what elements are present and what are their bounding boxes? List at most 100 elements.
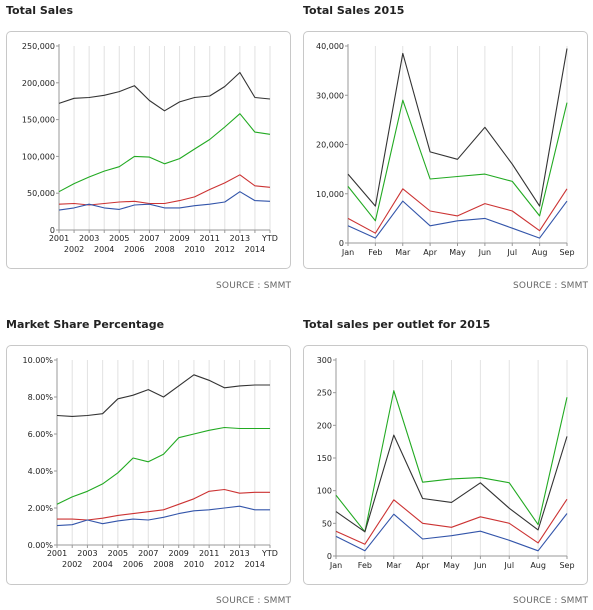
x-tick-label: 2013 — [229, 549, 249, 558]
x-tick-label: 2004 — [94, 245, 114, 254]
x-tick-label: 2007 — [138, 549, 158, 558]
chart-title-sales-per-outlet: Total sales per outlet for 2015 — [303, 318, 491, 331]
series-line-3 — [56, 505, 270, 527]
x-tick-label: YTD — [261, 549, 278, 558]
x-tick-label: YTD — [261, 234, 278, 243]
x-tick-label: 2005 — [108, 549, 128, 558]
x-tick-label: 2006 — [123, 560, 143, 569]
y-tick-label: 2.00% — [28, 504, 54, 513]
x-tick-label: Jan — [329, 561, 342, 570]
series-line-1 — [347, 99, 568, 222]
series-line-3 — [58, 191, 271, 211]
x-tick-label: 2003 — [79, 234, 99, 243]
chart-title-market-share: Market Share Percentage — [6, 318, 165, 331]
chart-panel-total-sales-2015: 0 10,000 20,000 30,000 40,000 Jan Feb Mar Apr May… — [303, 31, 588, 269]
x-tick-label: 2011 — [200, 234, 220, 243]
line-chart-sales-per-outlet: 0 50 100 150 200 250 300 Jan Feb Mar Apr May Jun Jul A… — [317, 356, 575, 570]
x-tick-label: 2011 — [199, 549, 219, 558]
series-line-0 — [58, 71, 271, 112]
x-tick-label: Jan — [341, 248, 354, 257]
y-tick-label: 8.00% — [28, 393, 54, 402]
y-tick-label: 200,000 — [22, 79, 55, 88]
x-tick-label: 2002 — [64, 245, 84, 254]
chart-title-total-sales-2015: Total Sales 2015 — [303, 4, 405, 17]
x-tick-label: Aug — [532, 248, 548, 257]
source-label: SOURCE : SMMT — [216, 281, 292, 291]
y-tick-label: 0 — [339, 239, 344, 248]
x-tick-label: Jun — [473, 561, 487, 570]
x-tick-label: 2001 — [49, 234, 69, 243]
x-tick-label: 2002 — [62, 560, 82, 569]
series-line-2 — [335, 498, 568, 545]
chart-title-total-sales: Total Sales — [6, 4, 74, 17]
x-tick-label: Feb — [358, 561, 372, 570]
y-tick-label: 10,000 — [316, 190, 344, 199]
x-tick-label: Aug — [530, 561, 546, 570]
x-tick-label: Apr — [423, 248, 438, 257]
x-tick-label: Mar — [395, 248, 411, 257]
chart-panel-sales-per-outlet: 0 50 100 150 200 250 300 Jan Feb Mar Apr May Jun Jul A… — [303, 345, 588, 585]
y-tick-label: 30,000 — [316, 91, 344, 100]
x-tick-label: Feb — [368, 248, 382, 257]
x-tick-label: 2010 — [184, 560, 204, 569]
line-chart-total-sales-2015: 0 10,000 20,000 30,000 40,000 Jan Feb Mar Apr May… — [316, 42, 575, 257]
y-tick-label: 4.00% — [28, 467, 54, 476]
line-chart-total-sales: 0 50,000 100,000 150,000 200,000 250,000 2001 2… — [22, 42, 278, 254]
series-line-2 — [347, 188, 568, 234]
y-tick-label: 10.00% — [22, 356, 53, 365]
y-tick-label: 0 — [50, 226, 55, 235]
x-tick-label: 2013 — [230, 234, 250, 243]
series-line-0 — [56, 374, 270, 417]
x-tick-label: 2009 — [169, 234, 189, 243]
x-tick-label: Mar — [386, 561, 402, 570]
source-label: SOURCE : SMMT — [216, 596, 292, 606]
x-tick-label: 2014 — [245, 245, 265, 254]
y-tick-label: 50,000 — [27, 189, 55, 198]
x-tick-label: Sep — [559, 561, 574, 570]
x-tick-label: Apr — [416, 561, 431, 570]
y-tick-label: 150,000 — [22, 116, 55, 125]
series-line-3 — [347, 200, 568, 239]
x-tick-label: 2008 — [153, 560, 173, 569]
x-tick-label: 2003 — [77, 549, 97, 558]
y-tick-label: 20,000 — [316, 141, 344, 150]
y-tick-label: 250,000 — [22, 42, 55, 51]
x-tick-label: Jul — [506, 248, 517, 257]
y-tick-label: 200 — [317, 421, 332, 430]
x-tick-label: May — [443, 561, 460, 570]
series-line-1 — [58, 113, 271, 193]
series-line-0 — [335, 390, 568, 533]
x-tick-label: 2014 — [245, 560, 265, 569]
series-line-1 — [335, 434, 568, 533]
series-line-0 — [347, 48, 568, 207]
x-tick-label: 2005 — [109, 234, 129, 243]
x-tick-label: 2008 — [154, 245, 174, 254]
y-tick-label: 6.00% — [28, 430, 54, 439]
x-tick-label: Sep — [559, 248, 574, 257]
y-tick-label: 300 — [317, 356, 332, 365]
y-tick-label: 0.00% — [28, 541, 54, 550]
source-label: SOURCE : SMMT — [513, 281, 589, 291]
y-tick-label: 100,000 — [22, 152, 55, 161]
line-chart-market-share: 0.00% 2.00% 4.00% 6.00% 8.00% 10.00% 2001 2002 2… — [22, 356, 278, 569]
x-tick-label: 2006 — [124, 245, 144, 254]
x-tick-label: Jun — [478, 248, 492, 257]
series-line-1 — [56, 426, 270, 505]
y-tick-label: 40,000 — [316, 42, 344, 51]
series-line-2 — [58, 174, 271, 206]
x-tick-label: Jul — [503, 561, 514, 570]
x-tick-label: May — [449, 248, 466, 257]
series-line-2 — [57, 488, 270, 521]
x-tick-label: 2001 — [47, 549, 67, 558]
x-tick-label: 2009 — [169, 549, 189, 558]
x-tick-label: 2004 — [92, 560, 112, 569]
y-tick-label: 50 — [322, 519, 332, 528]
x-tick-label: 2010 — [184, 245, 204, 254]
x-tick-label: 2012 — [214, 560, 234, 569]
chart-panel-total-sales: 0 50,000 100,000 150,000 200,000 250,000 2001 2… — [6, 31, 291, 269]
x-tick-label: 2012 — [215, 245, 235, 254]
y-tick-label: 150 — [317, 454, 332, 463]
y-tick-label: 100 — [317, 487, 332, 496]
y-tick-label: 0 — [327, 552, 332, 561]
source-label: SOURCE : SMMT — [513, 596, 589, 606]
